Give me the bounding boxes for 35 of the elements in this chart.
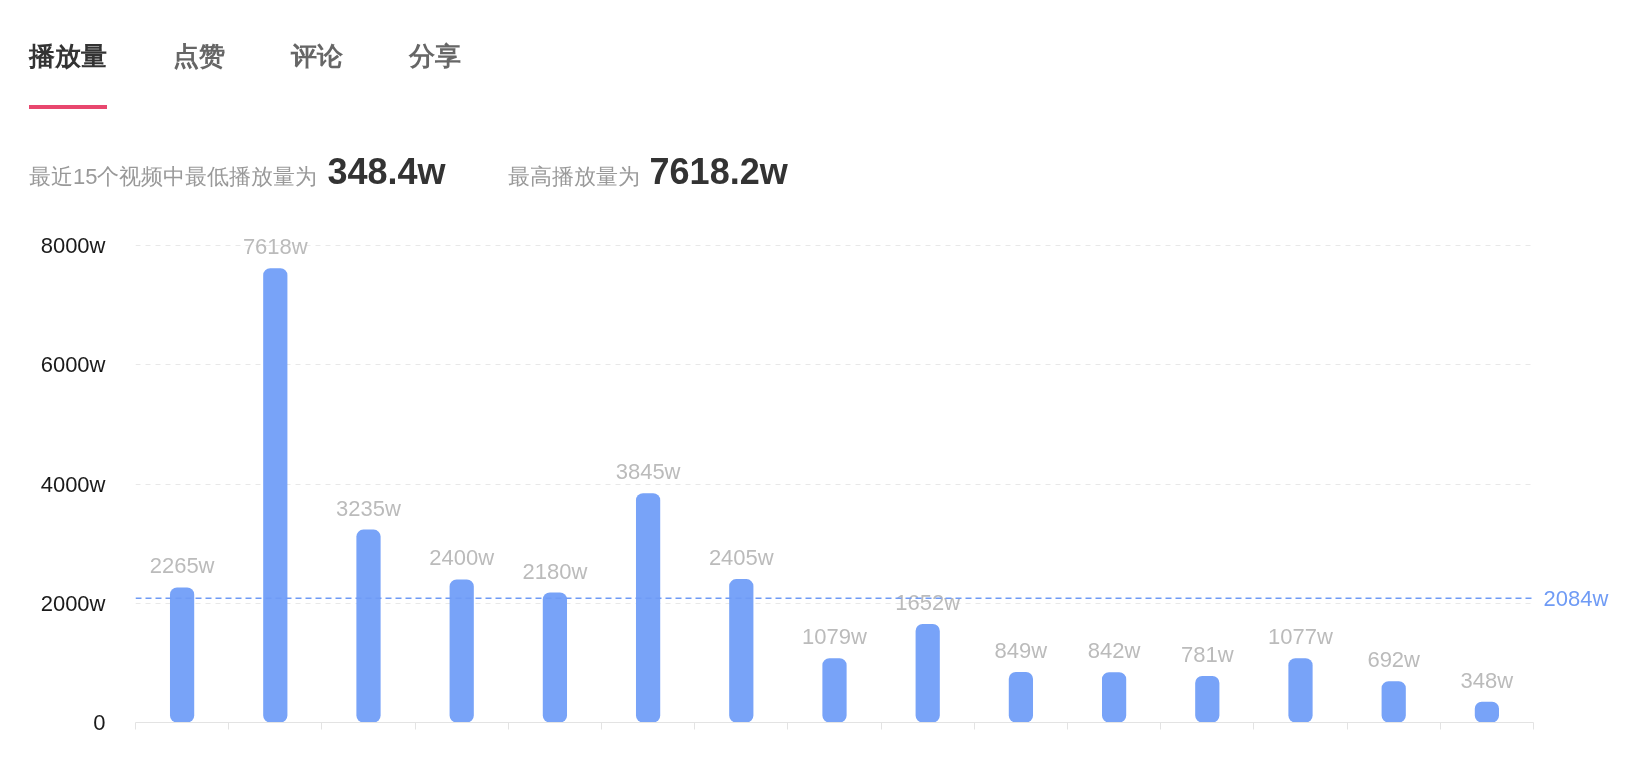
text: 播放量	[29, 40, 107, 73]
bar	[822, 658, 847, 723]
text: 7618.2w	[649, 150, 788, 194]
bar	[1288, 658, 1313, 723]
text: 点赞	[173, 40, 225, 73]
data-label: 2265w	[149, 553, 215, 579]
data-label: 3845w	[615, 459, 681, 485]
data-label: 2400w	[429, 545, 495, 571]
y-tick-label: 8000w	[40, 233, 106, 258]
data-label: 348w	[1460, 667, 1514, 693]
data-label: 7618w	[242, 234, 308, 260]
data-label: 849w	[994, 637, 1048, 663]
data-label: 1077w	[1268, 624, 1334, 650]
data-label: 842w	[1087, 638, 1141, 664]
ref-line-label: 2084w	[1543, 585, 1609, 611]
text: 评论	[291, 40, 343, 73]
y-tick-label: 0	[93, 710, 106, 735]
data-label: 2405w	[708, 545, 774, 571]
text: 最近15个视频中最低播放量为	[29, 163, 318, 191]
bar	[915, 624, 940, 723]
y-tick-label: 4000w	[40, 471, 106, 497]
bar	[1195, 675, 1220, 723]
data-label: 692w	[1367, 647, 1421, 673]
y-tick-label: 2000w	[40, 590, 106, 616]
bar	[1008, 671, 1034, 723]
text: 分享	[409, 40, 461, 73]
bar	[1381, 681, 1406, 723]
text: 348.4w	[327, 150, 446, 194]
text: 最高播放量为	[507, 163, 640, 191]
data-label: 3235w	[336, 495, 402, 521]
data-label: 781w	[1181, 641, 1234, 667]
data-label: 2180w	[522, 558, 588, 584]
bar	[1101, 672, 1127, 723]
y-tick-label: 6000w	[40, 352, 106, 378]
data-label: 1079w	[802, 624, 868, 650]
